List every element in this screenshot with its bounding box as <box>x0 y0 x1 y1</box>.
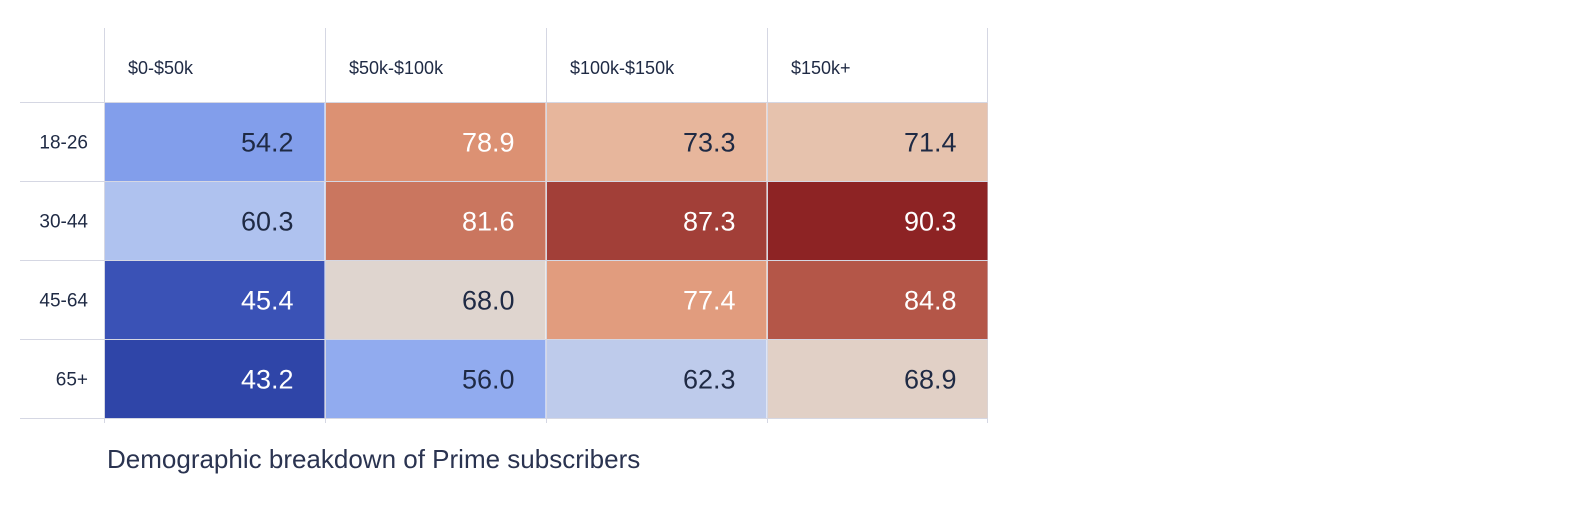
column-labels: $0-$50k $50k-$100k $100k-$150k $150k+ <box>128 58 851 78</box>
heatmap-cell <box>326 182 546 260</box>
heatmap-cell <box>547 340 767 418</box>
row-header-label: 18-26 <box>39 133 88 154</box>
heatmap-cell <box>105 182 325 260</box>
heatmap-cell <box>547 261 767 339</box>
heatmap-cell <box>768 340 988 418</box>
cell-value-label: 43.2 <box>241 365 294 395</box>
cell-value-label: 60.3 <box>241 207 294 237</box>
heatmap-cell <box>326 340 546 418</box>
cell-value-label: 78.9 <box>462 128 515 158</box>
cell-value-label: 54.2 <box>241 128 294 158</box>
heatmap-cell <box>326 103 546 181</box>
row-header-label: 45-64 <box>39 291 88 312</box>
cell-value-label: 45.4 <box>241 286 294 316</box>
column-header-label: $50k-$100k <box>349 58 444 78</box>
heatmap-cell <box>105 261 325 339</box>
row-labels: 18-26 30-44 45-64 65+ <box>39 133 88 391</box>
cell-value-label: 90.3 <box>904 207 957 237</box>
heatmap-cell <box>105 103 325 181</box>
cell-value-label: 81.6 <box>462 207 515 237</box>
heatmap-cell <box>105 340 325 418</box>
row-header-label: 65+ <box>56 370 88 391</box>
heatmap-cell <box>768 103 988 181</box>
cell-value-label: 56.0 <box>462 365 515 395</box>
chart-caption: Demographic breakdown of Prime subscribe… <box>107 444 640 474</box>
heatmap-cell <box>326 261 546 339</box>
cell-value-label: 62.3 <box>683 365 736 395</box>
cell-value-label: 84.8 <box>904 286 957 316</box>
cell-value-label: 77.4 <box>683 286 736 316</box>
cell-value-label: 68.0 <box>462 286 515 316</box>
cell-value-label: 73.3 <box>683 128 736 158</box>
cell-value-label: 71.4 <box>904 128 957 158</box>
column-header-label: $150k+ <box>791 58 851 78</box>
heatmap-cells: 54.2 78.9 73.3 71.4 60.3 81.6 87.3 90.3 45.4 68.0… <box>105 103 988 418</box>
cell-value-label: 68.9 <box>904 365 957 395</box>
cell-value-label: 87.3 <box>683 207 736 237</box>
heatmap-cell <box>768 182 988 260</box>
column-header-label: $0-$50k <box>128 58 194 78</box>
column-header-label: $100k-$150k <box>570 58 675 78</box>
row-header-label: 30-44 <box>39 212 88 233</box>
heatmap-cell <box>547 182 767 260</box>
heatmap-cell <box>547 103 767 181</box>
heatmap-cell <box>768 261 988 339</box>
